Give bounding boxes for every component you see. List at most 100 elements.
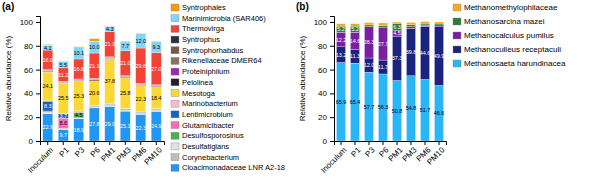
- legend-swatch: [171, 111, 179, 118]
- bar-segment: [406, 22, 415, 24]
- bar-segment: [105, 105, 115, 106]
- legend: Methanomethylophilaceae Methanosarcina ma…: [453, 3, 566, 68]
- bar-segment: [105, 104, 115, 106]
- tick: P3: [73, 141, 87, 159]
- bar-segment: [105, 59, 115, 104]
- bar-segment: [105, 26, 115, 31]
- bar-segment: [420, 79, 429, 141]
- bar-segment: [120, 110, 130, 111]
- data-label: 54.8: [406, 105, 417, 111]
- bar-segment: [151, 85, 161, 86]
- data-label: 51.7: [420, 107, 431, 113]
- tick: 20: [318, 113, 334, 122]
- legend-item: Methanoculleus receptaculi: [453, 45, 561, 54]
- legend-swatch: [453, 18, 461, 25]
- legend-item: Syntrophorhabdus: [171, 46, 244, 55]
- bar-segment: [378, 25, 387, 27]
- bar-segment: [58, 82, 68, 83]
- bar-segment: [136, 83, 146, 84]
- bar-segment: [89, 80, 99, 81]
- bar-segment: [89, 108, 99, 141]
- bar-segment: [420, 22, 429, 24]
- legend-swatch: [453, 32, 461, 39]
- tick-label: 0: [323, 137, 328, 146]
- data-label: 56.3: [378, 104, 389, 110]
- bar-segment: [434, 22, 443, 23]
- tick-label: 60: [24, 66, 33, 75]
- data-label: 4.1: [44, 45, 52, 51]
- bar-segment: [105, 106, 115, 107]
- bar-segment: [350, 63, 359, 141]
- tick: P3: [363, 141, 377, 159]
- title: (a): [2, 1, 14, 12]
- legend-item: Marinobacterium: [171, 99, 238, 108]
- tick-mark: [109, 141, 110, 145]
- series: [43, 26, 162, 61]
- data-label: 44.6: [420, 50, 431, 56]
- bar-segment: [136, 33, 146, 34]
- bar-segment: [151, 110, 161, 111]
- legend-item: Methanomethylophilaceae: [453, 3, 558, 12]
- tick-label: Inoculum: [319, 145, 349, 175]
- data-label: 24.1: [42, 83, 53, 89]
- bar-segment: [89, 78, 99, 79]
- bar-segment: [74, 79, 84, 80]
- legend-item: Syntrophus: [171, 35, 220, 44]
- bars: [43, 26, 162, 141]
- tick-mark: [341, 141, 342, 145]
- legend-label: Corynebacterium: [182, 153, 239, 162]
- bar-segment: [43, 72, 53, 101]
- bar-segment: [120, 42, 130, 51]
- bar-segment: [58, 68, 68, 81]
- tick-mark: [36, 117, 40, 118]
- data-label: 14.6: [350, 38, 361, 44]
- bar-segment: [136, 34, 146, 48]
- legend-item: Cloacimonadaceae LNR A2-18: [171, 163, 285, 172]
- tick-mark: [330, 117, 334, 118]
- data-label: 10.0: [89, 44, 100, 50]
- bar-segment: [336, 32, 345, 47]
- tick-mark: [330, 93, 334, 94]
- chart: 020406080100InoculumP1P3P6PM1PM3PM6PM10R…: [0, 0, 609, 179]
- bar-segment: [74, 112, 84, 117]
- bar-segment: [151, 42, 161, 53]
- bar-segment: [151, 87, 161, 109]
- tick-label: 40: [318, 89, 327, 98]
- tick: 60: [318, 66, 334, 75]
- tick-label: 100: [314, 18, 328, 27]
- tick-label: 20: [24, 113, 33, 122]
- bar-segment: [350, 50, 359, 63]
- tick-mark: [156, 141, 157, 145]
- tick: 0: [29, 137, 40, 146]
- bar-segment: [136, 85, 146, 112]
- data-label: 27.8: [89, 121, 100, 127]
- bar-segment: [406, 76, 415, 141]
- bar-segment: [378, 74, 387, 141]
- tick-mark: [439, 141, 440, 145]
- legend-label: Methanomethylophilaceae: [464, 3, 558, 12]
- bar-segment: [74, 119, 84, 142]
- bar-segment: [105, 106, 115, 141]
- tick-label: 0: [29, 137, 34, 146]
- legend-label: Methanosarcina mazei: [464, 17, 545, 26]
- legend-label: Desulfosporosinus: [182, 131, 244, 140]
- tick-mark: [425, 141, 426, 145]
- data-label: 8.3: [44, 103, 52, 109]
- tick-mark: [94, 141, 95, 145]
- legend-swatch: [171, 4, 179, 11]
- legend-swatch: [171, 100, 179, 107]
- data-label: 16.0: [42, 57, 53, 63]
- bar-segment: [434, 25, 443, 26]
- bar-segment: [105, 57, 115, 58]
- bar-segment: [120, 77, 130, 79]
- legend-swatch: [453, 4, 461, 11]
- series: [336, 25, 443, 60]
- bar-segment: [74, 80, 84, 81]
- legend-swatch: [171, 79, 179, 86]
- legend-label: Pelolinea: [182, 78, 214, 87]
- legend-label: Marinimicrobia (SAR406): [182, 14, 266, 23]
- tick: Inoculum: [26, 141, 56, 175]
- tick-mark: [36, 93, 40, 94]
- data-label: 3.7: [59, 113, 67, 119]
- tick: PM10: [143, 141, 165, 167]
